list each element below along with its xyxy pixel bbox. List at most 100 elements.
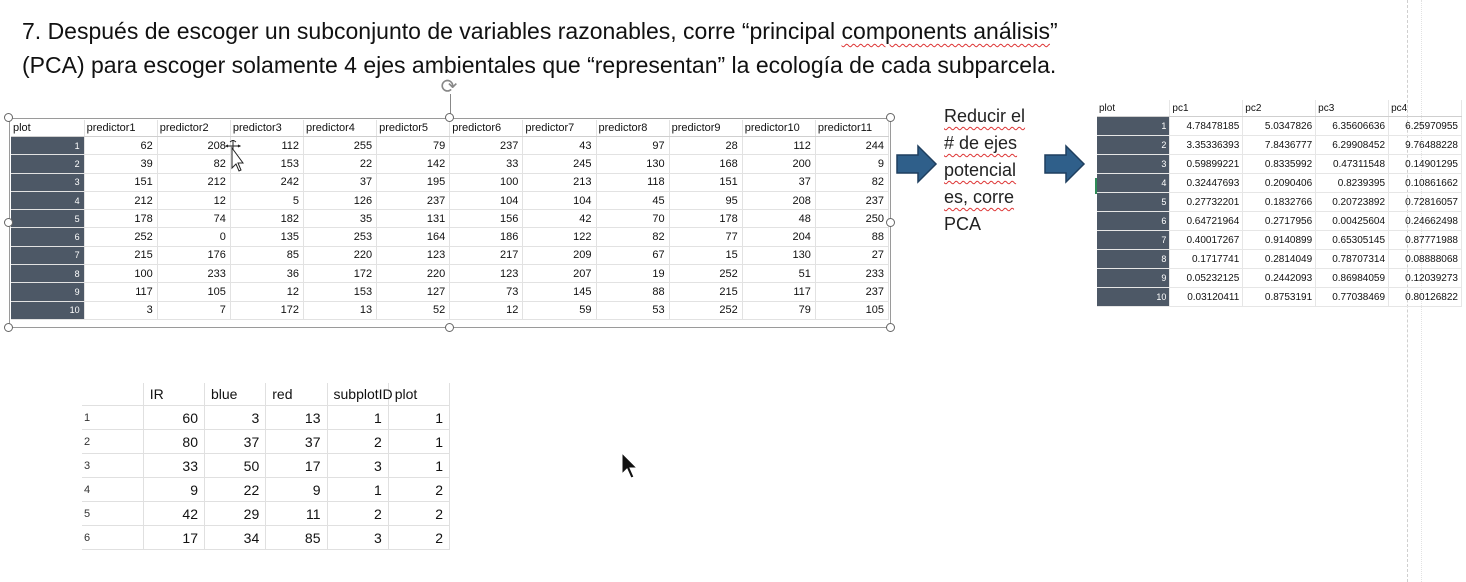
plot-data-cell: 34 [204,525,267,550]
predictor-table-row: 1 62 208 112 255 79 237 43 97 28 112 244 [11,136,890,156]
plot-data-cell: 2 [388,525,451,550]
pca-cell: 9.76488228 [1388,135,1462,155]
plot-data-table-row: 4 9 22 9 1 2 [82,477,451,502]
plot-data-cell: 17 [143,525,206,550]
pca-cell: 0.47311548 [1315,154,1390,174]
reduce-text-line-3: potencial [944,160,1017,180]
resize-handle-top[interactable] [445,113,454,122]
pca-cell: 0.9140899 [1242,230,1317,250]
predictor-cell: 131 [376,209,451,229]
resize-handle-top-right[interactable] [886,113,895,122]
pca-table-row: 6 0.64721964 0.2717956 0.00425604 0.24662498 [1097,211,1462,231]
pca-cell: 0.2442093 [1242,268,1317,288]
pca-table-row: 1 4.78478185 5.0347826 6.35606636 6.25970955 [1097,116,1462,136]
predictor-cell: 195 [376,173,451,192]
predictor-cell: 95 [669,191,743,211]
pca-table-image[interactable]: plot pc1 pc2 pc3 pc4 1 4.78478185 5.0347826 6.3… [1097,100,1464,307]
pca-cell: 4.78478185 [1169,116,1244,136]
predictor-row-label: 7 [11,246,85,266]
predictor-cell: 217 [449,246,524,266]
plot-data-cell: 60 [143,405,206,430]
predictor-cell: 233 [157,264,231,284]
pca-cell: 0.1832766 [1242,192,1317,212]
predictor-cell: 245 [522,154,597,174]
pca-table-row: 9 0.05232125 0.2442093 0.86984059 0.12039273 [1097,268,1462,288]
pca-table-row: 2 3.35336393 7.8436777 6.29908452 9.76488228 [1097,135,1462,155]
resize-handle-bottom[interactable] [445,323,454,332]
plot-data-column-header: plot [388,383,451,406]
pca-table-row: 4 0.32447693 0.2090406 0.8239395 0.10861662 [1097,173,1462,193]
plot-data-column-header: blue [204,383,267,406]
predictor-cell: 0 [157,227,231,247]
pca-column-header: pc2 [1242,100,1317,117]
predictor-table: plot predictor1 predictor2 predictor3 predic… [11,120,890,320]
predictor-cell: 135 [230,227,305,247]
predictor-cell: 37 [303,173,378,192]
plot-data-cell: 37 [204,429,267,454]
title-line-2: (PCA) para escoger solamente 4 ejes ambi… [22,52,1057,78]
predictor-cell: 9 [815,154,890,174]
predictor-cell: 45 [596,191,670,211]
predictor-cell: 112 [742,136,816,156]
predictor-column-header: predictor5 [376,120,451,137]
pca-cell: 0.00425604 [1315,211,1390,231]
resize-handle-right[interactable] [886,218,895,227]
predictor-cell: 237 [815,282,890,302]
predictor-cell: 7 [157,301,231,320]
predictor-cell: 212 [84,191,158,211]
pca-column-header: plot [1097,100,1171,117]
plot-data-cell: 11 [265,501,328,526]
pca-row-label: 4 [1097,173,1171,193]
predictor-cell: 168 [669,154,743,174]
pca-cell: 0.64721964 [1169,211,1244,231]
predictor-cell: 74 [157,209,231,229]
predictor-table-row: 9 117 105 12 153 127 73 145 88 215 117 237 [11,282,890,302]
predictor-row-label: 6 [11,227,85,247]
predictor-cell: 208 [742,191,816,211]
pca-row-label: 1 [1097,116,1171,136]
plot-data-cell: 2 [388,477,451,502]
reduce-text-line-4: es, corre [944,187,1015,207]
title-line-1-text: 7. Después de escoger un subconjunto de … [22,18,842,44]
predictor-cell: 253 [303,227,378,247]
predictor-cell: 82 [157,154,231,174]
predictor-column-header: predictor4 [303,120,378,137]
plot-data-cell: 13 [265,405,328,430]
resize-handle-bottom-left[interactable] [4,323,13,332]
predictor-table-row: 6 252 0 135 253 164 186 122 82 77 204 88 [11,227,890,247]
predictor-cell: 220 [376,264,451,284]
pca-cell: 0.87771988 [1388,230,1462,250]
predictor-cell: 100 [449,173,524,192]
pca-cell: 0.03120411 [1169,287,1244,307]
predictor-cell: 12 [449,301,524,320]
predictor-cell: 22 [303,154,378,174]
resize-handle-top-left[interactable] [4,113,13,122]
pca-cell: 0.78707314 [1315,249,1390,269]
pca-cell: 0.8239395 [1315,173,1390,193]
predictor-cell: 27 [815,246,890,266]
pca-table-row: 10 0.03120411 0.8753191 0.77038469 0.8012682… [1097,287,1462,307]
predictor-cell: 43 [522,136,597,156]
predictor-column-header: predictor9 [669,120,743,137]
predictor-column-header: predictor6 [449,120,524,137]
pca-cell: 6.35606636 [1315,116,1390,136]
predictor-row-label: 9 [11,282,85,302]
rotate-handle-icon[interactable]: ⟳ [440,76,458,98]
predictor-table-image[interactable]: plot predictor1 predictor2 predictor3 predic… [4,113,895,332]
predictor-cell: 33 [449,154,524,174]
pca-cell: 0.8753191 [1242,287,1317,307]
plot-data-table-image[interactable]: IR blue red subplotID plot 1 60 3 13 1 1 2 80 37 37 2 1… [82,383,452,550]
predictor-cell: 105 [815,301,890,320]
title-line-1-quote: ” [1049,18,1058,44]
pca-cell: 0.2717956 [1242,211,1317,231]
predictor-cell: 79 [376,136,451,156]
plot-data-row-label: 2 [82,429,144,454]
predictor-cell: 42 [522,209,597,229]
plot-data-row-label: 3 [82,453,144,478]
resize-handle-left[interactable] [4,218,13,227]
plot-data-column-header: subplotID [327,383,393,406]
predictor-cell: 209 [522,246,597,266]
move-cursor-icon [224,140,244,172]
predictor-cell: 51 [742,264,816,284]
resize-handle-bottom-right[interactable] [886,323,895,332]
